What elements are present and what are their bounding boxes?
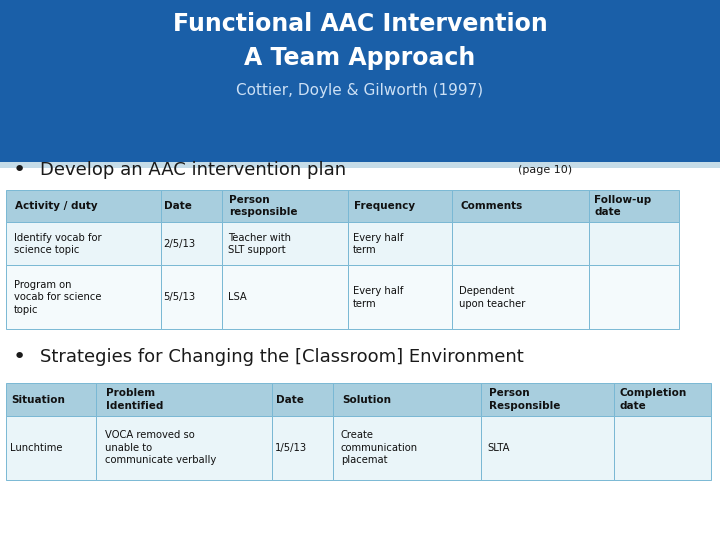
FancyBboxPatch shape bbox=[348, 265, 452, 329]
Text: Develop an AAC intervention plan: Develop an AAC intervention plan bbox=[40, 161, 346, 179]
Text: Follow-up
date: Follow-up date bbox=[595, 195, 652, 218]
Text: Frequency: Frequency bbox=[354, 201, 415, 211]
FancyBboxPatch shape bbox=[589, 265, 679, 329]
Text: Date: Date bbox=[164, 201, 192, 211]
Text: A Team Approach: A Team Approach bbox=[244, 46, 476, 70]
FancyBboxPatch shape bbox=[452, 265, 589, 329]
FancyBboxPatch shape bbox=[6, 383, 96, 416]
Text: Comments: Comments bbox=[460, 201, 523, 211]
Text: (page 10): (page 10) bbox=[518, 165, 572, 175]
FancyBboxPatch shape bbox=[348, 190, 452, 222]
Text: Completion
date: Completion date bbox=[620, 388, 688, 411]
Text: VOCA removed so
unable to
communicate verbally: VOCA removed so unable to communicate ve… bbox=[104, 430, 216, 465]
Text: 1/5/13: 1/5/13 bbox=[275, 443, 307, 453]
Text: Problem
Identified: Problem Identified bbox=[107, 388, 163, 411]
Text: Person
responsible: Person responsible bbox=[229, 195, 298, 218]
Text: LSA: LSA bbox=[228, 292, 247, 302]
FancyBboxPatch shape bbox=[614, 383, 711, 416]
Text: Identify vocab for
science topic: Identify vocab for science topic bbox=[14, 233, 101, 255]
FancyBboxPatch shape bbox=[222, 265, 348, 329]
FancyBboxPatch shape bbox=[161, 222, 222, 265]
FancyBboxPatch shape bbox=[161, 265, 222, 329]
Text: Person
Responsible: Person Responsible bbox=[489, 388, 560, 411]
FancyBboxPatch shape bbox=[6, 190, 161, 222]
FancyBboxPatch shape bbox=[348, 222, 452, 265]
Text: Every half
term: Every half term bbox=[353, 286, 403, 308]
Text: Situation: Situation bbox=[12, 395, 65, 404]
FancyBboxPatch shape bbox=[6, 416, 96, 480]
FancyBboxPatch shape bbox=[589, 222, 679, 265]
FancyBboxPatch shape bbox=[0, 162, 720, 168]
Text: •: • bbox=[13, 160, 26, 180]
Text: Program on
vocab for science
topic: Program on vocab for science topic bbox=[14, 280, 101, 315]
FancyBboxPatch shape bbox=[452, 222, 589, 265]
Text: Strategies for Changing the [Classroom] Environment: Strategies for Changing the [Classroom] … bbox=[40, 348, 523, 367]
FancyBboxPatch shape bbox=[481, 416, 614, 480]
Text: SLTA: SLTA bbox=[487, 443, 510, 453]
FancyBboxPatch shape bbox=[6, 265, 161, 329]
FancyBboxPatch shape bbox=[614, 416, 711, 480]
FancyBboxPatch shape bbox=[222, 222, 348, 265]
FancyBboxPatch shape bbox=[452, 190, 589, 222]
FancyBboxPatch shape bbox=[272, 416, 333, 480]
Text: Lunchtime: Lunchtime bbox=[10, 443, 63, 453]
Text: Date: Date bbox=[276, 395, 304, 404]
FancyBboxPatch shape bbox=[333, 383, 481, 416]
Text: 2/5/13: 2/5/13 bbox=[163, 239, 196, 249]
Text: 5/5/13: 5/5/13 bbox=[163, 292, 196, 302]
Text: Functional AAC Intervention: Functional AAC Intervention bbox=[173, 12, 547, 36]
FancyBboxPatch shape bbox=[161, 190, 222, 222]
FancyBboxPatch shape bbox=[333, 416, 481, 480]
Text: Dependent
upon teacher: Dependent upon teacher bbox=[459, 286, 526, 308]
FancyBboxPatch shape bbox=[272, 383, 333, 416]
Text: Solution: Solution bbox=[342, 395, 391, 404]
Text: Create
communication
placemat: Create communication placemat bbox=[341, 430, 418, 465]
Text: •: • bbox=[13, 347, 26, 368]
FancyBboxPatch shape bbox=[222, 190, 348, 222]
FancyBboxPatch shape bbox=[589, 190, 679, 222]
FancyBboxPatch shape bbox=[96, 383, 272, 416]
Text: Every half
term: Every half term bbox=[353, 233, 403, 255]
FancyBboxPatch shape bbox=[0, 0, 720, 162]
Text: Activity / duty: Activity / duty bbox=[15, 201, 98, 211]
Text: Cottier, Doyle & Gilworth (1997): Cottier, Doyle & Gilworth (1997) bbox=[236, 83, 484, 98]
Text: Teacher with
SLT support: Teacher with SLT support bbox=[228, 233, 291, 255]
FancyBboxPatch shape bbox=[96, 416, 272, 480]
FancyBboxPatch shape bbox=[481, 383, 614, 416]
FancyBboxPatch shape bbox=[6, 222, 161, 265]
